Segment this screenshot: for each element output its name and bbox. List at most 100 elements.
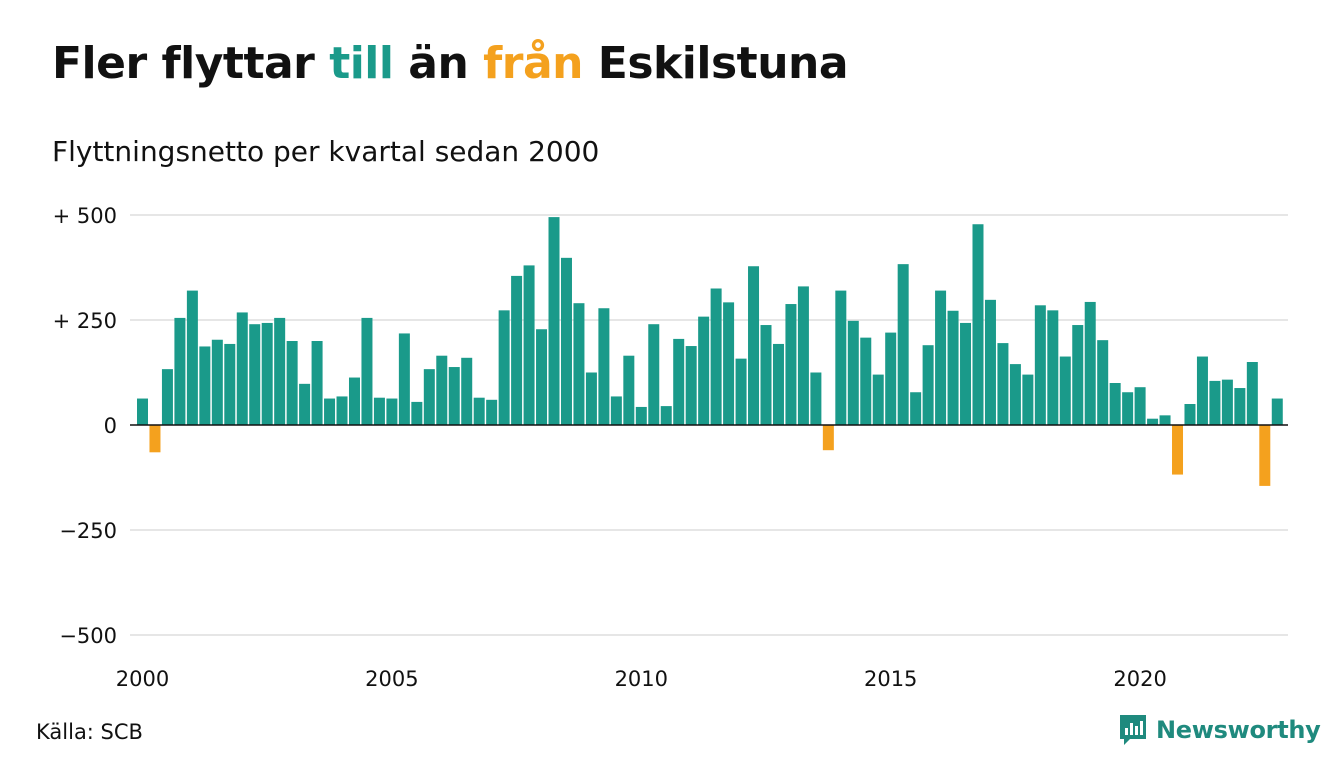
bar-positive (137, 398, 148, 425)
bar-positive (610, 396, 622, 425)
bar-positive (386, 398, 398, 425)
bar-positive (1034, 305, 1046, 425)
bar-positive (186, 290, 198, 425)
source-note: Källa: SCB (36, 720, 143, 744)
bar-negative (149, 425, 161, 453)
bar-positive (785, 304, 797, 425)
title-highlight-till: till (329, 38, 394, 89)
y-tick-label: −500 (59, 624, 117, 648)
bar-positive (960, 322, 972, 425)
bar-positive (548, 217, 560, 425)
bar-positive (723, 302, 735, 425)
bar-positive (1122, 392, 1134, 425)
bar-positive (897, 264, 909, 425)
bar-positive (299, 383, 311, 425)
bar-positive (211, 339, 223, 425)
bar-positive (810, 372, 822, 425)
bar-positive (997, 343, 1009, 425)
bar-positive (1072, 325, 1084, 425)
bar-positive (748, 266, 760, 425)
chart-subtitle: Flyttningsnetto per kvartal sedan 2000 (52, 135, 600, 168)
y-tick-label: + 250 (53, 309, 117, 333)
bar-positive (947, 310, 959, 425)
bar-positive (1221, 379, 1233, 425)
bar-positive (1059, 356, 1071, 425)
bar-positive (461, 357, 473, 425)
bar-positive (411, 401, 423, 425)
bar-positive (922, 345, 934, 425)
bar-positive (560, 257, 572, 425)
brand-logo: Newsworthy (1118, 713, 1321, 747)
x-tick-label: 2015 (864, 667, 917, 691)
bar-positive (1009, 364, 1021, 425)
bar-positive (685, 346, 697, 425)
title-part-1: Fler flyttar (52, 38, 330, 89)
x-tick-label: 2000 (116, 667, 169, 691)
bar-positive (1097, 340, 1109, 425)
bar-positive (847, 320, 859, 425)
bar-positive (1246, 362, 1258, 425)
bar-positive (910, 392, 922, 425)
bar-positive (835, 290, 847, 425)
bar-positive (261, 322, 273, 425)
bar-positive (573, 303, 585, 425)
title-part-2: än (393, 38, 484, 89)
bar-positive (585, 372, 597, 425)
bar-positive (885, 332, 897, 425)
bar-positive (635, 406, 647, 425)
bar-positive (872, 374, 884, 425)
bar-positive (1109, 383, 1121, 425)
bar-positive (224, 343, 236, 425)
bar-positive (1196, 356, 1208, 425)
bar-positive (735, 358, 747, 425)
bar-positive (698, 316, 710, 425)
bar-positive (1047, 310, 1059, 425)
title-highlight-fran: från (483, 38, 583, 89)
bar-positive (249, 324, 261, 425)
bar-positive (486, 399, 498, 425)
bar-positive (361, 317, 373, 425)
x-tick-label: 2010 (615, 667, 668, 691)
bar-positive (1134, 387, 1146, 425)
bar-positive (161, 369, 173, 425)
bar-positive (673, 338, 685, 425)
bar-positive (511, 275, 523, 425)
bar-positive (398, 333, 410, 425)
bar-positive (1084, 301, 1096, 425)
y-axis-ticks: + 500 + 250 0 −250 −500 (53, 204, 117, 648)
bar-positive (860, 337, 872, 425)
bar-positive (523, 265, 535, 425)
bar-positive (598, 308, 610, 425)
bar-positive (760, 325, 772, 425)
bar-positive (772, 343, 784, 425)
bar-positive (348, 377, 360, 425)
bar-positive (1271, 398, 1283, 425)
bar-positive (1234, 388, 1246, 425)
bar-positive (373, 397, 385, 425)
bars (137, 217, 1283, 486)
bar-negative (1259, 425, 1271, 486)
bar-negative (1172, 425, 1184, 475)
bar-positive (311, 341, 323, 425)
bar-positive (448, 367, 460, 425)
bar-positive (423, 369, 435, 425)
bar-positive (274, 317, 286, 425)
bar-positive (536, 329, 548, 425)
bar-positive (324, 398, 336, 425)
bar-positive (286, 341, 298, 425)
bar-positive (935, 290, 947, 425)
bar-positive (498, 310, 510, 425)
y-tick-label: −250 (59, 519, 117, 543)
bar-positive (984, 299, 996, 425)
bar-positive (1022, 374, 1034, 425)
bar-positive (972, 224, 984, 425)
bar-positive (336, 396, 348, 425)
bar-positive (1159, 415, 1171, 425)
newsworthy-logo-icon (1120, 715, 1146, 745)
chart-title: Fler flyttar till än från Eskilstuna (52, 38, 849, 89)
bar-positive (174, 317, 186, 425)
bar-positive (623, 355, 635, 425)
bar-positive (1184, 404, 1196, 425)
x-tick-label: 2005 (365, 667, 418, 691)
